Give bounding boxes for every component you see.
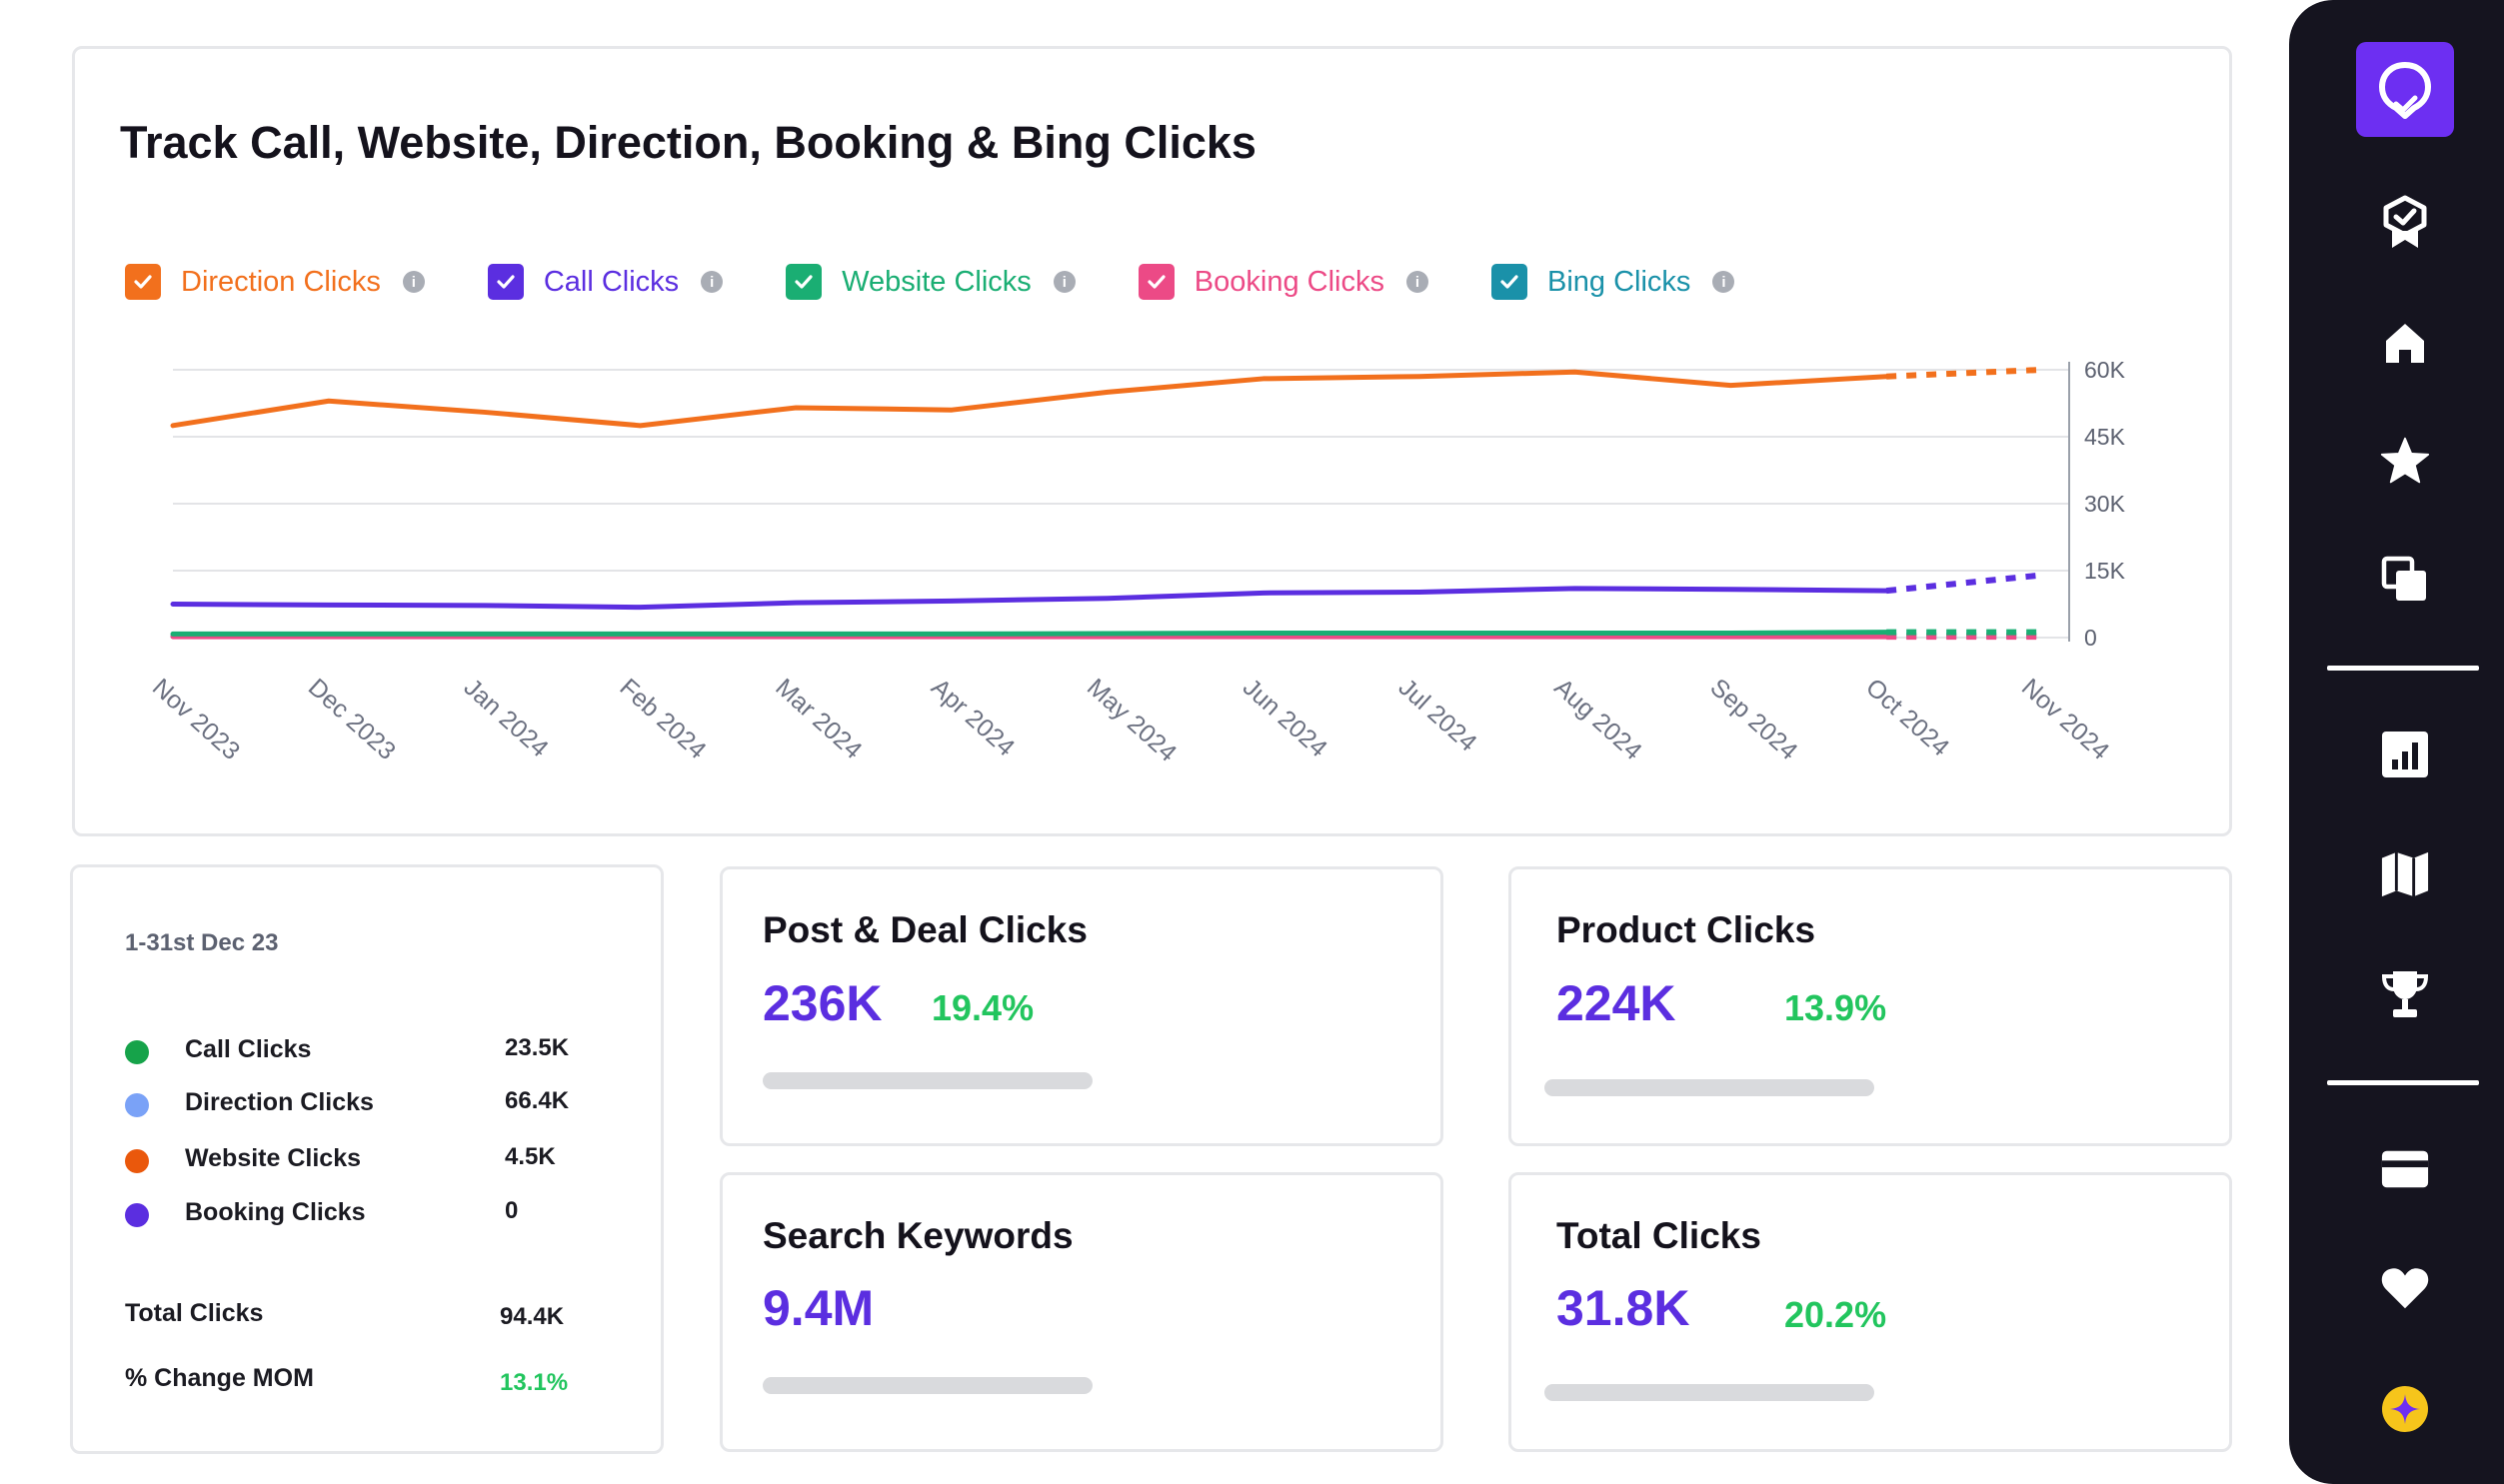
summary-mom-value: 13.1% [500,1369,569,1396]
summary-row-label: Booking Clicks [185,1198,366,1226]
metric-change: 20.2% [1784,1294,1887,1335]
checkbox-checked-icon[interactable] [125,264,161,300]
app-logo[interactable] [2356,42,2454,137]
summary-card [70,864,664,1454]
sidebar-divider [2327,1080,2479,1085]
metric-value: 224K [1556,975,1676,1031]
metric-progress-bar [763,1377,1093,1394]
map-icon [2381,851,2429,897]
chart-title: Track Call, Website, Direction, Booking … [120,117,1256,168]
info-icon[interactable]: i [1712,271,1735,293]
summary-row-label: Direction Clicks [185,1088,374,1116]
metric-change: 13.9% [1784,987,1887,1028]
summary-date-range: 1-31st Dec 23 [125,929,279,956]
legend-booking-clicks[interactable]: Booking Clicks i [1138,264,1428,300]
nav-awards[interactable] [2380,969,2430,1019]
chart-legend: Direction Clicks i Call Clicks i Website… [125,262,1797,302]
metric-card-total-clicks [1508,1172,2232,1452]
credit-card-icon [2381,1150,2429,1188]
metric-title: Post & Deal Clicks [763,909,1088,950]
metric-card-post-deal [720,866,1443,1146]
summary-row-value: 4.5K [505,1143,556,1170]
legend-dot [125,1203,149,1227]
summary-row-label: Call Clicks [185,1035,312,1063]
legend-label: Bing Clicks [1546,265,1691,298]
summary-row-website-clicks: Website Clicks 4.5K [125,1141,595,1177]
metric-progress-bar [763,1072,1093,1089]
summary-row-direction-clicks: Direction Clicks 66.4K [125,1085,595,1121]
summary-row-call-clicks: Call Clicks 23.5K [125,1032,595,1068]
summary-row-label: Website Clicks [185,1144,362,1172]
legend-call-clicks[interactable]: Call Clicks i [487,264,724,300]
metric-value: 236K [763,975,883,1031]
info-icon[interactable]: i [1405,271,1428,293]
legend-dot [125,1040,149,1064]
metric-title: Product Clicks [1556,909,1816,950]
nav-analytics[interactable] [2380,730,2430,779]
metric-value: 9.4M [763,1280,875,1336]
legend-website-clicks[interactable]: Website Clicks i [786,264,1076,300]
nav-map[interactable] [2380,849,2430,899]
legend-bing-clicks[interactable]: Bing Clicks i [1490,264,1735,300]
checkbox-checked-icon[interactable] [1490,264,1527,300]
metric-change: 19.4% [932,987,1035,1028]
summary-row-value: 66.4K [505,1087,570,1114]
trophy-icon [2381,971,2429,1017]
summary-total-value: 94.4K [500,1303,565,1330]
metric-title: Search Keywords [763,1215,1074,1256]
info-icon[interactable]: i [1053,271,1076,293]
metric-progress-bar [1544,1079,1874,1096]
bar-chart-icon [2382,732,2428,777]
summary-total-label: Total Clicks [125,1299,264,1327]
legend-label: Booking Clicks [1194,265,1384,298]
star-icon [2380,437,2430,484]
info-icon[interactable]: i [402,271,425,293]
nav-ai-assistant[interactable] [2380,1384,2430,1434]
checkbox-checked-icon[interactable] [487,264,524,300]
legend-dot [125,1093,149,1117]
summary-row-value: 0 [505,1197,519,1224]
summary-row-booking-clicks: Booking Clicks 0 [125,1195,595,1231]
metric-title: Total Clicks [1556,1215,1761,1256]
summary-row-value: 23.5K [505,1034,570,1061]
nav-home[interactable] [2380,318,2430,368]
legend-label: Direction Clicks [181,265,381,298]
nav-reviews[interactable] [2380,195,2430,248]
copy-icon [2381,556,2426,601]
badge-check-icon [2383,195,2427,248]
nav-billing[interactable] [2380,1144,2430,1194]
nav-favorites[interactable] [2380,436,2430,486]
home-icon [2386,324,2424,363]
metric-value: 31.8K [1556,1280,1690,1336]
nav-wishlist[interactable] [2380,1263,2430,1313]
sparkle-icon [2382,1386,2428,1432]
sidebar-divider [2327,666,2479,671]
checkbox-checked-icon[interactable] [1138,264,1175,300]
checkbox-checked-icon[interactable] [786,264,823,300]
heart-icon [2381,1268,2429,1309]
chart-card [72,46,2232,836]
summary-mom-label: % Change MOM [125,1364,314,1392]
metric-card-product [1508,866,2232,1146]
metric-progress-bar [1544,1384,1874,1401]
info-icon[interactable]: i [701,271,724,293]
metric-card-search-keywords [720,1172,1443,1452]
legend-direction-clicks[interactable]: Direction Clicks i [125,264,425,300]
nav-posts[interactable] [2380,555,2430,605]
legend-label: Website Clicks [842,265,1032,298]
location-pin-logo-icon [2379,61,2431,119]
legend-dot [125,1149,149,1173]
legend-label: Call Clicks [543,265,680,298]
